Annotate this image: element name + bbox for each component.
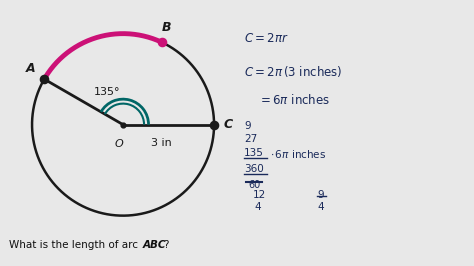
Text: $=6\pi\ \mathrm{inches}$: $=6\pi\ \mathrm{inches}$ <box>258 93 330 107</box>
Text: O: O <box>114 139 123 149</box>
Text: $C=2\pi r$: $C=2\pi r$ <box>244 32 289 45</box>
Text: 360: 360 <box>244 164 264 174</box>
Text: ?: ? <box>164 240 169 250</box>
Text: 9: 9 <box>318 190 324 200</box>
Text: 12: 12 <box>253 190 266 200</box>
Point <box>40 77 48 81</box>
Text: A: A <box>26 63 35 76</box>
Text: ABC: ABC <box>142 240 166 250</box>
Text: 9: 9 <box>244 121 251 131</box>
Text: $C=2\pi\,(3\ \mathrm{inches})$: $C=2\pi\,(3\ \mathrm{inches})$ <box>244 64 343 79</box>
Text: C: C <box>223 118 232 131</box>
Point <box>119 123 127 127</box>
Text: What is the length of arc: What is the length of arc <box>9 240 141 250</box>
Text: 135: 135 <box>244 148 264 158</box>
Text: B: B <box>162 21 172 34</box>
Text: 3 in: 3 in <box>151 138 172 148</box>
Point <box>210 123 218 127</box>
Text: 4: 4 <box>318 202 324 212</box>
Point <box>158 40 165 44</box>
Text: 27: 27 <box>244 134 257 144</box>
Text: 4: 4 <box>255 202 261 212</box>
Text: 135°: 135° <box>93 87 120 97</box>
Text: $\cdot\,6\pi\ \mathrm{inches}$: $\cdot\,6\pi\ \mathrm{inches}$ <box>270 148 327 160</box>
Text: 60: 60 <box>248 180 260 190</box>
